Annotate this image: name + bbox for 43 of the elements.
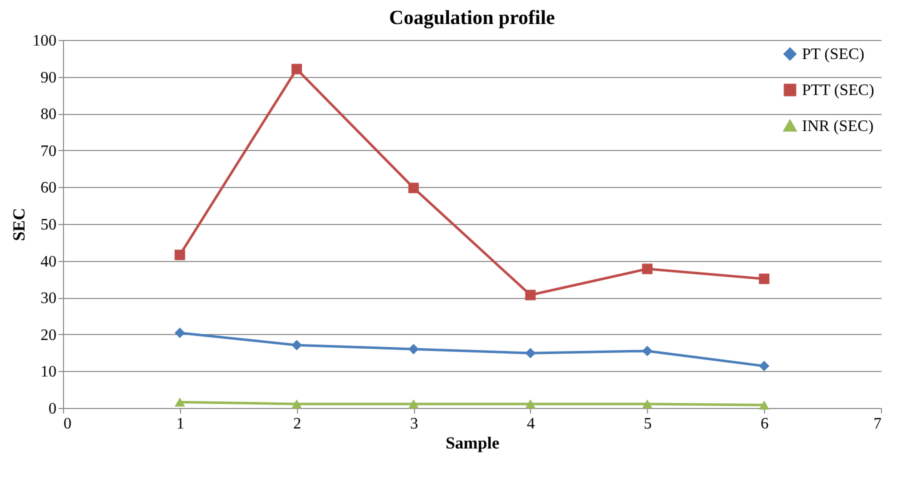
point bbox=[291, 64, 302, 74]
point bbox=[291, 399, 302, 408]
y-tick-label: 30 bbox=[40, 290, 56, 308]
y-tick-label: 40 bbox=[40, 253, 56, 270]
y-tick-label: 20 bbox=[40, 326, 56, 344]
x-tick-label: 4 bbox=[526, 416, 535, 432]
point bbox=[758, 400, 770, 410]
y-tick-label: 50 bbox=[40, 216, 56, 234]
y-tick-label: 60 bbox=[40, 180, 56, 197]
y-tick-label: 0 bbox=[48, 400, 56, 418]
point bbox=[758, 360, 770, 372]
point bbox=[408, 182, 419, 194]
legend-label: PTT (SEC) bbox=[802, 82, 874, 99]
point bbox=[525, 399, 536, 408]
y-tick-label: 10 bbox=[40, 364, 56, 381]
chart-title: Coagulation profile bbox=[389, 7, 555, 29]
point bbox=[758, 274, 770, 284]
x-tick-label: 1 bbox=[176, 416, 184, 432]
x-tick-label: 3 bbox=[410, 416, 418, 432]
point bbox=[174, 398, 186, 407]
y-axis-title: SEC bbox=[10, 208, 28, 242]
point bbox=[525, 348, 536, 358]
point bbox=[642, 399, 653, 408]
x-axis-title: Sample bbox=[446, 434, 500, 452]
y-tick-label: 70 bbox=[40, 142, 56, 160]
point bbox=[174, 250, 186, 260]
point bbox=[408, 399, 419, 408]
legend-label: PT (SEC) bbox=[802, 46, 864, 63]
point bbox=[291, 340, 302, 350]
legend-label: INR (SEC) bbox=[802, 118, 874, 135]
y-tick-label: 100 bbox=[32, 32, 56, 50]
x-tick-label: 7 bbox=[874, 416, 882, 432]
point bbox=[408, 344, 419, 354]
point bbox=[642, 346, 653, 356]
x-tick-label: 0 bbox=[64, 416, 72, 432]
x-tick-label: 5 bbox=[644, 416, 652, 432]
y-tick-label: 80 bbox=[40, 106, 56, 124]
y-tick-label: 90 bbox=[40, 69, 56, 86]
point bbox=[642, 264, 653, 274]
point bbox=[174, 328, 186, 338]
x-tick-label: 2 bbox=[293, 416, 302, 432]
x-tick-label: 6 bbox=[760, 416, 769, 432]
point bbox=[525, 290, 536, 300]
